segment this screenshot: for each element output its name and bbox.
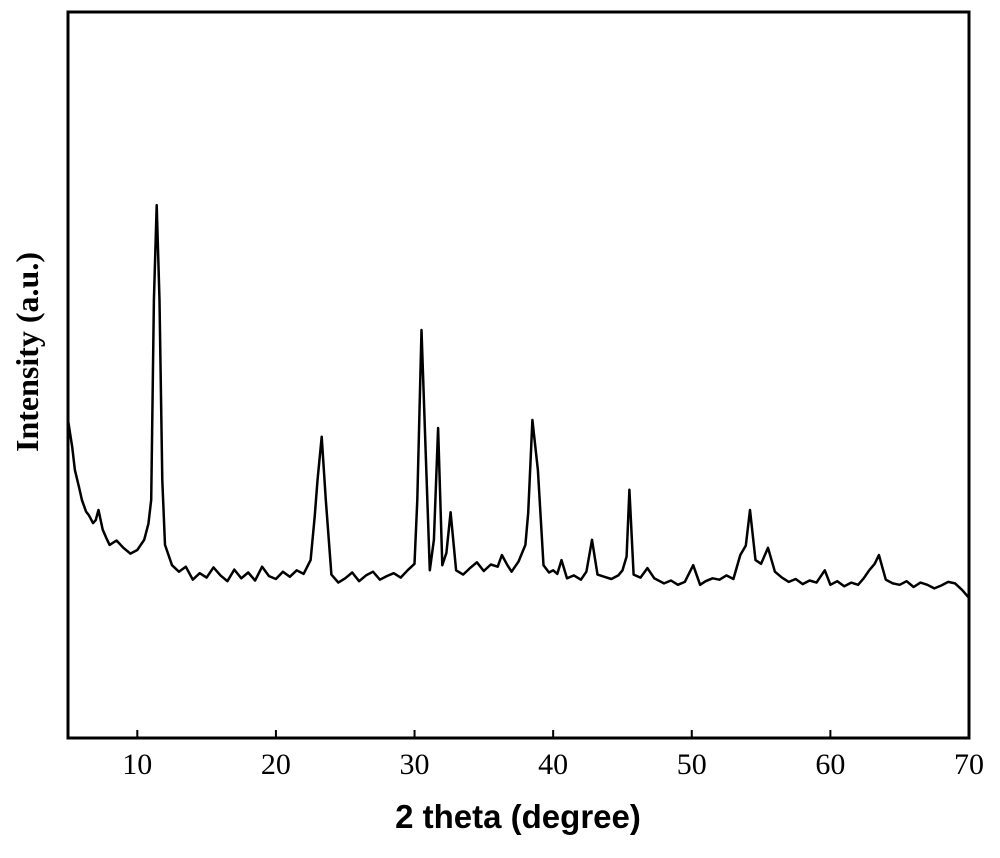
x-tick-label: 10 [122, 748, 152, 781]
x-tick-label: 50 [677, 748, 707, 781]
y-axis-title: Intensity (a.u.) [9, 252, 45, 452]
x-tick-label: 40 [538, 748, 568, 781]
data-line [66, 203, 970, 599]
x-tick-label: 20 [261, 748, 291, 781]
x-tick-label: 60 [815, 748, 845, 781]
plot-frame [66, 10, 971, 740]
x-axis-title: 2 theta (degree) [395, 798, 641, 835]
x-tick-label: 70 [954, 748, 984, 781]
x-tick-label: 30 [400, 748, 430, 781]
